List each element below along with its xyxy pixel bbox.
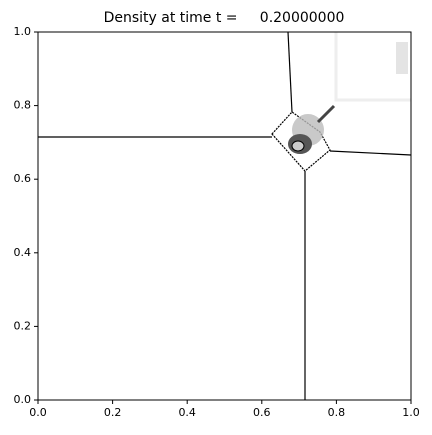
interaction-region [271, 111, 331, 172]
x-tick-label: 0.4 [178, 406, 196, 419]
y-tick-label: 0.2 [14, 319, 32, 332]
density-field [38, 31, 412, 400]
x-tick-label: 0.2 [104, 406, 122, 419]
plot-frame [37, 31, 412, 401]
x-tick-label: 1.0 [402, 406, 420, 419]
faint-patch [396, 42, 408, 74]
y-tick-label: 1.0 [14, 25, 32, 38]
chart-title: Density at time t = 0.20000000 [104, 10, 345, 26]
x-tick-label: 0.8 [328, 406, 346, 419]
shock-line [287, 31, 293, 113]
vortex-center [291, 140, 305, 152]
x-tick-label: 0.6 [253, 406, 271, 419]
y-tick-label: 0.8 [14, 99, 32, 112]
y-tick-label: 0.4 [14, 246, 32, 259]
y-tick-label: 0.0 [14, 393, 32, 406]
image-background [38, 32, 411, 400]
y-tick-label: 0.6 [14, 172, 32, 185]
x-tick-label: 0.0 [29, 406, 47, 419]
faint-wave [334, 32, 411, 102]
jet [316, 104, 336, 124]
shock-line [329, 150, 412, 156]
